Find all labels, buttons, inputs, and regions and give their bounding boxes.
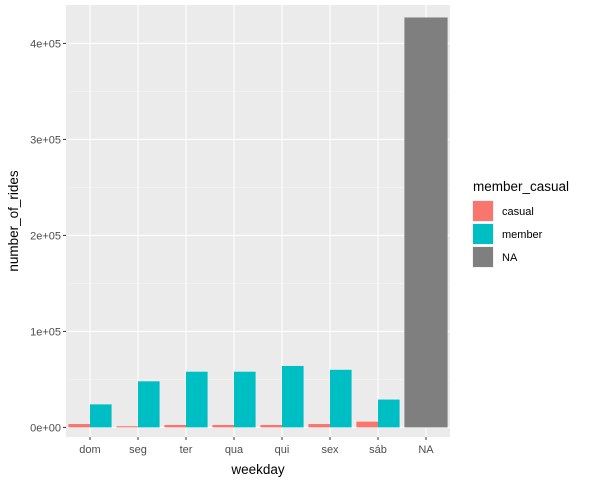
bar-casual-sex: [308, 424, 330, 428]
panel-background: [66, 5, 450, 437]
bar-casual-sáb: [356, 421, 378, 428]
x-tick-label: qui: [275, 444, 290, 456]
x-axis: dom seg ter qua qui sex sáb NA: [79, 437, 434, 456]
y-tick-label: 1e+05: [30, 326, 61, 338]
x-tick-label: qua: [225, 444, 244, 456]
x-tick-label: ter: [180, 444, 193, 456]
y-tick-label: 3e+05: [30, 134, 61, 146]
x-axis-title: weekday: [230, 462, 285, 477]
y-axis-title: number_of_rides: [6, 170, 21, 272]
bar-NA-NA: [404, 17, 448, 428]
x-tick-label: sex: [321, 444, 339, 456]
bar-member-dom: [90, 404, 112, 428]
legend-title: member_casual: [473, 179, 569, 194]
bar-member-ter: [186, 371, 208, 428]
legend-label-member: member: [502, 229, 543, 241]
y-tick-label: 4e+05: [30, 38, 61, 50]
bar-casual-qui: [260, 425, 282, 428]
bar-casual-dom: [68, 424, 90, 428]
bar-member-qua: [234, 371, 256, 428]
minor-gridlines: [66, 91, 450, 380]
x-tick-label: sáb: [369, 444, 387, 456]
bar-member-sex: [330, 369, 352, 428]
bar-member-qui: [282, 365, 304, 428]
bar-casual-seg: [116, 426, 138, 428]
legend-swatch-NA: [473, 247, 493, 267]
x-tick-label: NA: [418, 444, 434, 456]
legend-label-NA: NA: [502, 252, 518, 264]
legend-swatch-casual: [473, 201, 493, 221]
bar-casual-qua: [212, 425, 234, 428]
y-tick-label: 0e+00: [30, 422, 61, 434]
bar-member-sáb: [378, 399, 400, 428]
legend: member_casual casual member NA: [472, 179, 569, 268]
bars: [68, 17, 448, 428]
x-tick-label: dom: [79, 444, 100, 456]
bar-casual-ter: [164, 425, 186, 428]
y-tick-label: 2e+05: [30, 230, 61, 242]
y-axis: 0e+00 1e+05 2e+05 3e+05 4e+05: [30, 38, 66, 434]
bar-member-seg: [138, 381, 160, 428]
x-tick-label: seg: [129, 444, 147, 456]
legend-swatch-member: [473, 224, 493, 244]
legend-label-casual: casual: [502, 206, 534, 218]
